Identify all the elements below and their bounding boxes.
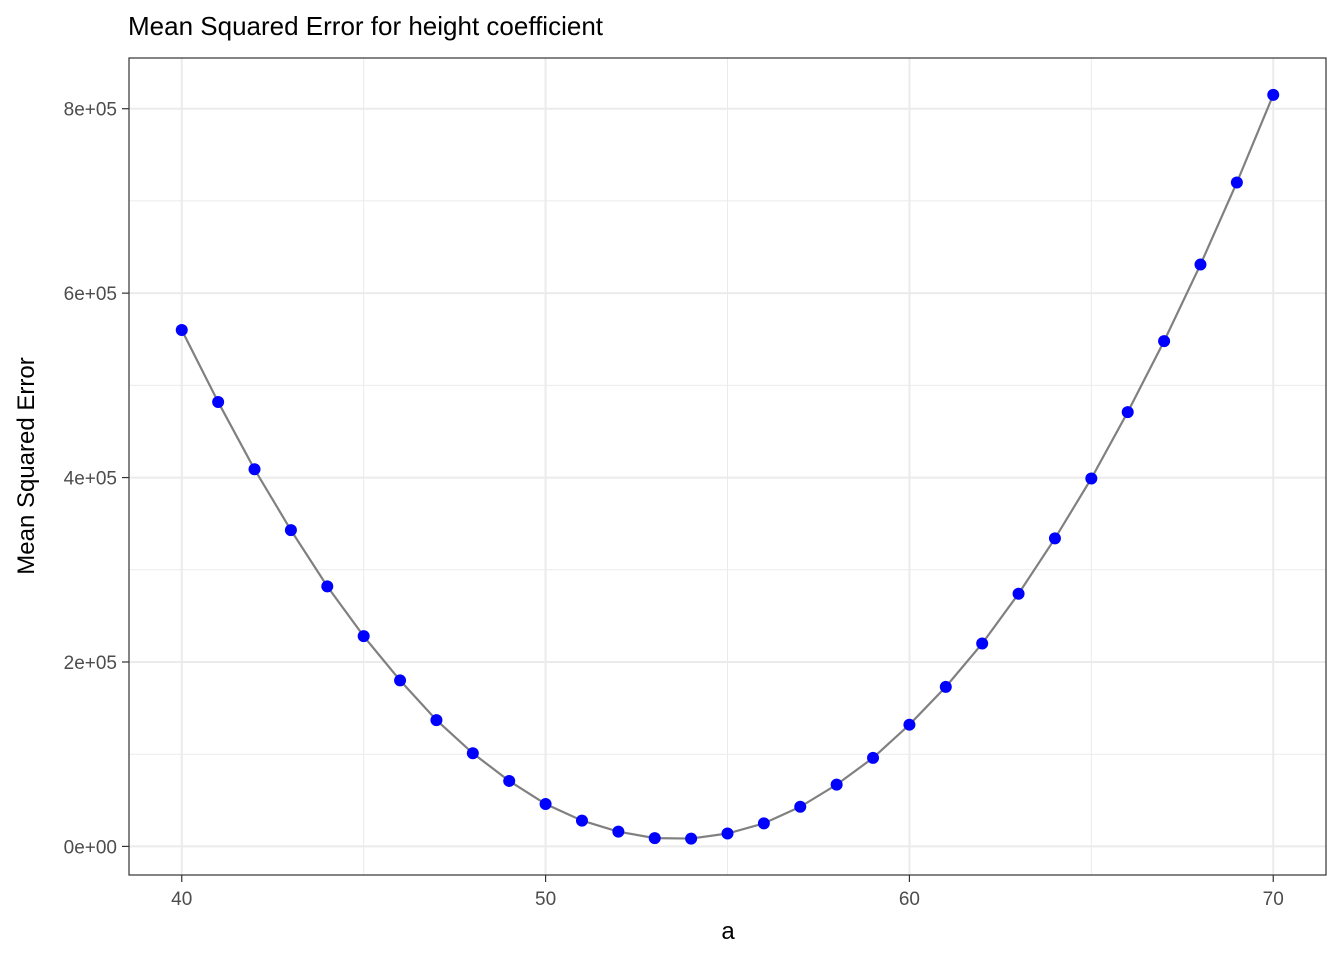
data-point (794, 800, 807, 813)
data-point (1158, 335, 1171, 348)
y-axis: 0e+00 2e+05 4e+05 6e+05 8e+05 (64, 100, 129, 858)
data-point (466, 747, 479, 760)
data-point (648, 832, 661, 845)
y-tick-label: 4e+05 (64, 469, 117, 490)
data-point (1121, 406, 1134, 419)
data-point (721, 827, 734, 840)
data-point (976, 637, 989, 650)
x-axis-title: a (721, 918, 735, 945)
data-point (757, 817, 770, 830)
data-point (685, 832, 698, 845)
data-point (867, 751, 880, 764)
x-tick-label: 60 (899, 889, 920, 910)
chart-title: Mean Squared Error for height coefficien… (128, 11, 604, 41)
y-tick-label: 8e+05 (64, 100, 117, 121)
data-point (284, 524, 297, 537)
data-point (575, 814, 588, 827)
y-tick-label: 6e+05 (64, 284, 117, 305)
data-point (539, 797, 552, 810)
data-point (1267, 88, 1280, 101)
x-axis: 40 50 60 70 (171, 875, 1284, 910)
data-points (175, 88, 1280, 845)
data-point (394, 674, 407, 687)
x-tick-label: 50 (535, 889, 556, 910)
y-axis-title: Mean Squared Error (13, 357, 40, 574)
data-point (1194, 258, 1207, 271)
y-tick-label: 0e+00 (64, 837, 117, 858)
data-point (175, 324, 188, 337)
data-point (430, 714, 443, 727)
data-point (212, 395, 225, 408)
data-point (1012, 587, 1025, 600)
data-point (248, 463, 261, 476)
data-point (1048, 532, 1061, 545)
data-point (503, 774, 516, 787)
panel-border (128, 57, 1327, 876)
data-point (830, 778, 843, 791)
x-tick-label: 40 (171, 889, 192, 910)
data-point (612, 825, 625, 838)
grid-lines (129, 58, 1326, 875)
x-tick-label: 70 (1263, 889, 1284, 910)
data-point (903, 718, 916, 731)
data-point (939, 680, 952, 693)
data-point (1085, 472, 1098, 485)
data-point (321, 580, 334, 593)
data-point (357, 630, 370, 643)
y-tick-label: 2e+05 (64, 653, 117, 674)
data-point (1230, 176, 1243, 189)
